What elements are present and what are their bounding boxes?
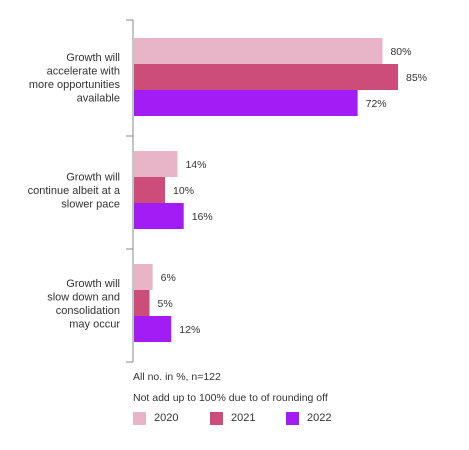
data-label: 16%: [192, 211, 213, 223]
legend-item-2022: 2022: [286, 410, 331, 426]
bar-2021-cat1: [134, 64, 398, 90]
chart-legend: 2020 2021 2022: [133, 410, 453, 426]
category-label-line: more opportunities: [29, 79, 121, 91]
bar-2020-cat1: [134, 38, 383, 64]
category-label-line: Growth will: [66, 278, 120, 290]
legend-label-2020: 2020: [154, 412, 179, 424]
bar-2022-cat1: [134, 90, 358, 116]
chart-labels: 80%85%72%Growth will accelerate with more …: [28, 46, 427, 336]
sample-size-note: All no. in %, n=122: [133, 371, 221, 383]
category-label: Growth will accelerate with more opportuni…: [29, 52, 121, 105]
data-label: 12%: [179, 324, 200, 336]
category-label-line: slower pace: [61, 199, 120, 211]
rounding-note: Not add up to 100% due to of rounding of…: [133, 392, 328, 404]
bar-2022-cat3: [134, 316, 172, 342]
category-label: Growth will continue albeit at a slower pa…: [28, 172, 121, 211]
category-label-line: continue albeit at a: [28, 185, 121, 197]
data-label: 85%: [406, 72, 427, 84]
legend-swatch-2020: [133, 411, 146, 425]
category-label-line: available: [77, 92, 120, 104]
legend-label-2021: 2021: [231, 412, 256, 424]
bar-2020-cat2: [134, 151, 178, 177]
category-label-line: Growth will: [66, 172, 120, 184]
data-label: 10%: [173, 185, 194, 197]
chart-bars: [134, 38, 398, 342]
bar-2022-cat2: [134, 203, 184, 229]
legend-swatch-2022: [286, 411, 299, 425]
category-label-line: consolidation: [56, 305, 120, 317]
data-label: 72%: [366, 98, 387, 110]
category-label-line: Growth will: [66, 52, 120, 64]
data-label: 5%: [158, 298, 173, 310]
category-label-line: may occur: [69, 318, 120, 330]
legend-swatch-2021: [210, 411, 223, 425]
bar-2021-cat3: [134, 290, 150, 316]
legend-item-2021: 2021: [210, 410, 255, 426]
data-label: 14%: [185, 159, 206, 171]
legend-item-2020: 2020: [133, 410, 178, 426]
data-label: 80%: [390, 46, 411, 58]
category-label: Growth will slow down and consolidation may…: [47, 278, 120, 331]
legend-label-2022: 2022: [307, 412, 332, 424]
bar-2020-cat3: [134, 264, 153, 290]
chart-axis: [126, 19, 134, 363]
bar-2021-cat2: [134, 177, 166, 203]
category-label-line: slow down and: [47, 291, 120, 303]
data-label: 6%: [161, 272, 176, 284]
category-label-line: accelerate with: [47, 65, 120, 77]
